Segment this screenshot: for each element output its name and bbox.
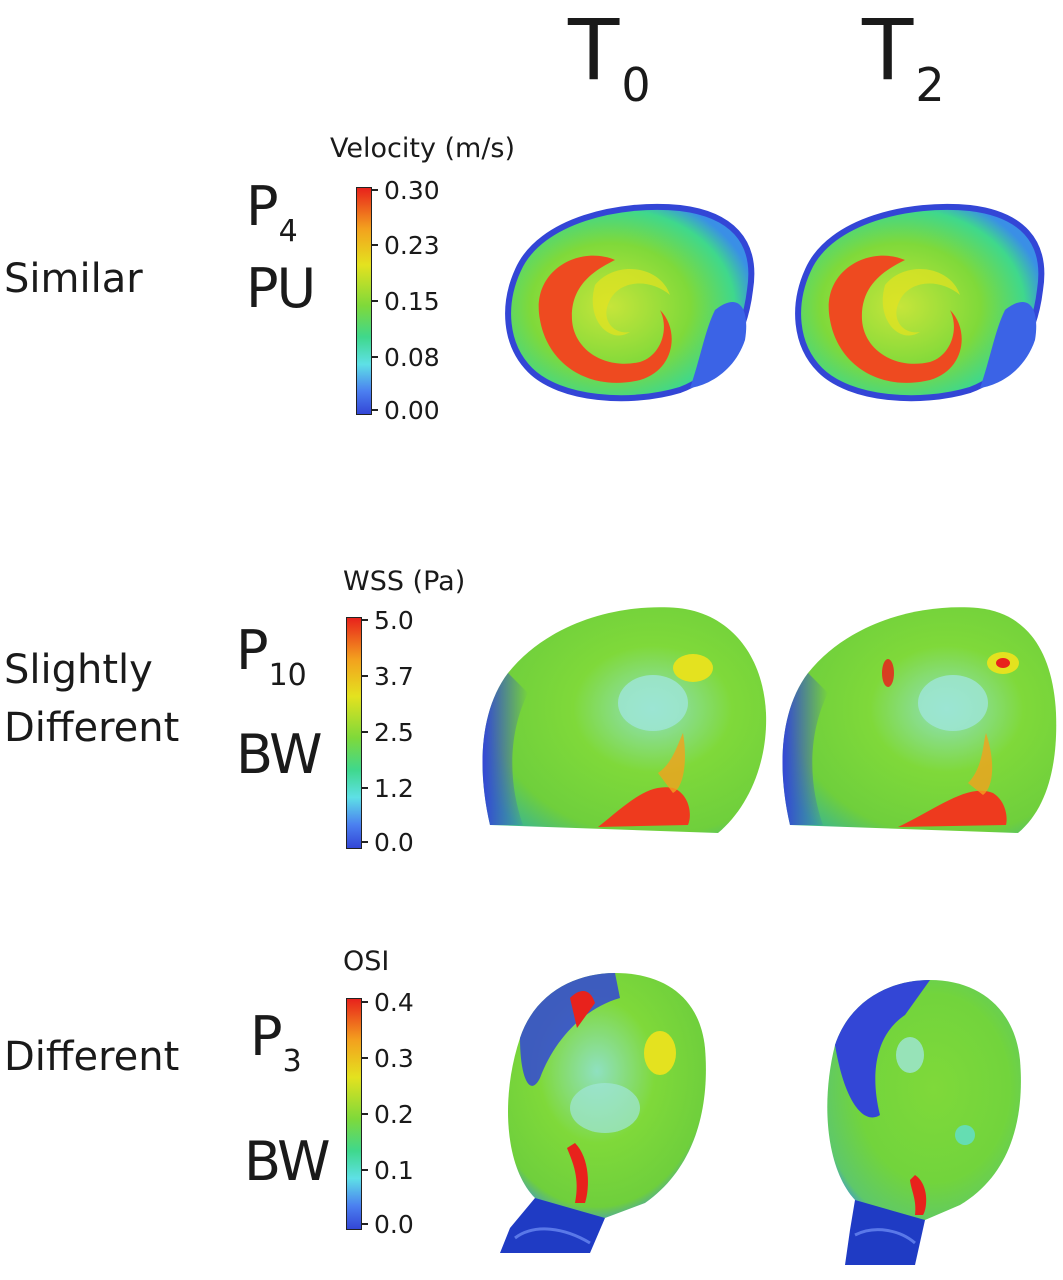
velocity-map-t0-image (505, 203, 755, 402)
patient-main: P (236, 619, 269, 682)
row-label-line: Slightly (4, 647, 153, 693)
wss-map-t0-image (482, 607, 767, 833)
colorbar-tick: 0.1 (362, 1158, 414, 1183)
colorbar-tick: 0.0 (362, 830, 414, 855)
patient-sub: 10 (268, 658, 307, 693)
column-header-t0: T0 (568, 8, 651, 108)
patient-sub: 4 (278, 214, 298, 249)
patient-sub: 3 (282, 1044, 302, 1079)
colorbar-tick: 0.15 (372, 289, 440, 314)
colorbar-title-velocity: Velocity (m/s) (330, 133, 516, 164)
osi-map-t0-image (500, 973, 706, 1253)
colorbar-title-osi: OSI (343, 946, 390, 977)
column-header-main: T (568, 1, 620, 99)
colorbar-osi (346, 998, 362, 1230)
colorbar-tick: 0.08 (372, 345, 440, 370)
patient-label-p3: P3 (250, 1010, 302, 1077)
row-label-similar: Similar (4, 256, 143, 302)
colorbar-tick: 1.2 (362, 776, 414, 801)
row-label-slightly-different: Slightly Different (4, 641, 179, 757)
column-header-sub: 2 (915, 58, 945, 112)
velocity-map-t2-image (795, 203, 1045, 402)
row-label-line: Different (4, 705, 180, 751)
column-header-sub: 0 (621, 58, 651, 112)
colorbar-tick: 0.4 (362, 990, 414, 1015)
wss-map-t2-image (782, 607, 1057, 833)
column-header-main: T (862, 1, 914, 99)
osi-map-t2-image (827, 980, 1021, 1265)
patient-main: P (250, 1005, 283, 1068)
colorbar-tick: 5.0 (362, 608, 414, 633)
colorbar-title-wss: WSS (Pa) (343, 566, 466, 597)
patient-main: P (246, 175, 279, 238)
patient-label-p10: P10 (236, 624, 307, 691)
colorbar-tick: 0.0 (362, 1212, 414, 1237)
colorbar-tick: 0.00 (372, 398, 440, 423)
colorbar-velocity (356, 187, 372, 415)
colorbar-tick: 3.7 (362, 664, 414, 689)
colorbar-tick: 0.30 (372, 178, 440, 203)
colorbar-tick: 0.23 (372, 233, 440, 258)
group-label-bw-2: BW (244, 1130, 331, 1193)
colorbar-tick: 2.5 (362, 720, 414, 745)
colorbar-tick: 0.3 (362, 1046, 414, 1071)
patient-label-p4: P4 (246, 180, 298, 247)
group-label-bw: BW (236, 723, 323, 786)
column-header-t2: T2 (862, 8, 945, 108)
group-label-pu: PU (246, 257, 316, 320)
colorbar-tick: 0.2 (362, 1102, 414, 1127)
row-label-different: Different (4, 1034, 180, 1080)
colorbar-wss (346, 617, 362, 849)
